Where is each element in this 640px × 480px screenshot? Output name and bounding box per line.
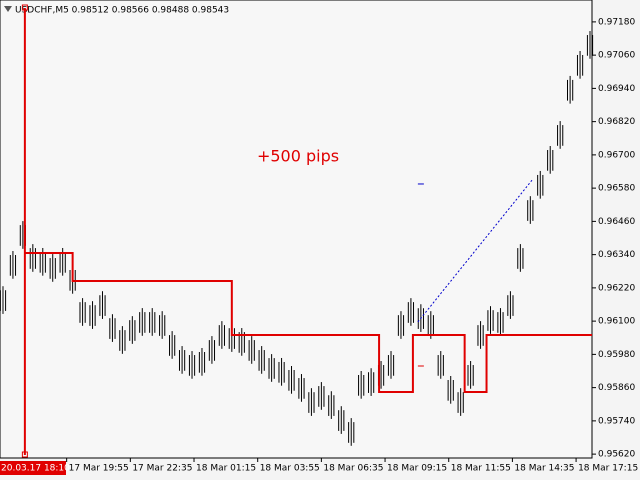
- y-tick-label: 0.97060: [598, 51, 635, 61]
- trend-line: [417, 179, 533, 323]
- x-tick-label: 18 Mar 06:35: [323, 464, 383, 474]
- y-tick-label: 0.96340: [598, 250, 635, 260]
- y-tick-label: 0.96940: [598, 84, 635, 94]
- x-tick-label: 18 Mar 01:15: [196, 464, 256, 474]
- y-tick-label: 0.96700: [598, 150, 635, 160]
- y-tick-label: 0.96220: [598, 283, 635, 293]
- symbol-icon: [4, 6, 12, 12]
- level-line: [24, 251, 592, 394]
- x-tick-label: 18 Mar 17:15: [578, 464, 638, 474]
- x-tick-label: 17 Mar 22:35: [132, 464, 192, 474]
- x-tick-label: 18 Mar 11:55: [451, 464, 511, 474]
- annotation: +500 pips: [257, 147, 339, 166]
- cursor-label: 20.03.17 18:10: [1, 464, 70, 474]
- chart-title: USDCHF,M5 0.98512 0.98566 0.98488 0.9854…: [15, 6, 229, 16]
- y-tick-label: 0.95980: [598, 350, 635, 360]
- x-tick-label: 18 Mar 14:35: [514, 464, 574, 474]
- cursor-label-bg: [0, 461, 66, 475]
- y-tick-label: 0.96460: [598, 217, 635, 227]
- x-tick-label: 17 Mar 19:55: [69, 464, 129, 474]
- x-tick-label: 18 Mar 03:55: [260, 464, 320, 474]
- y-tick-label: 0.97180: [598, 17, 635, 27]
- y-tick-label: 0.96100: [598, 317, 635, 327]
- y-tick-label: 0.95860: [598, 383, 635, 393]
- y-tick-label: 0.95620: [598, 450, 635, 460]
- cursor-handle: [21, 4, 28, 11]
- plot-frame: [0, 0, 593, 459]
- y-tick-label: 0.96580: [598, 184, 635, 194]
- y-tick-label: 0.96820: [598, 117, 635, 127]
- y-tick-label: 0.95740: [598, 416, 635, 426]
- cursor-handle: [21, 451, 28, 458]
- x-tick-label: 18 Mar 09:15: [387, 464, 447, 474]
